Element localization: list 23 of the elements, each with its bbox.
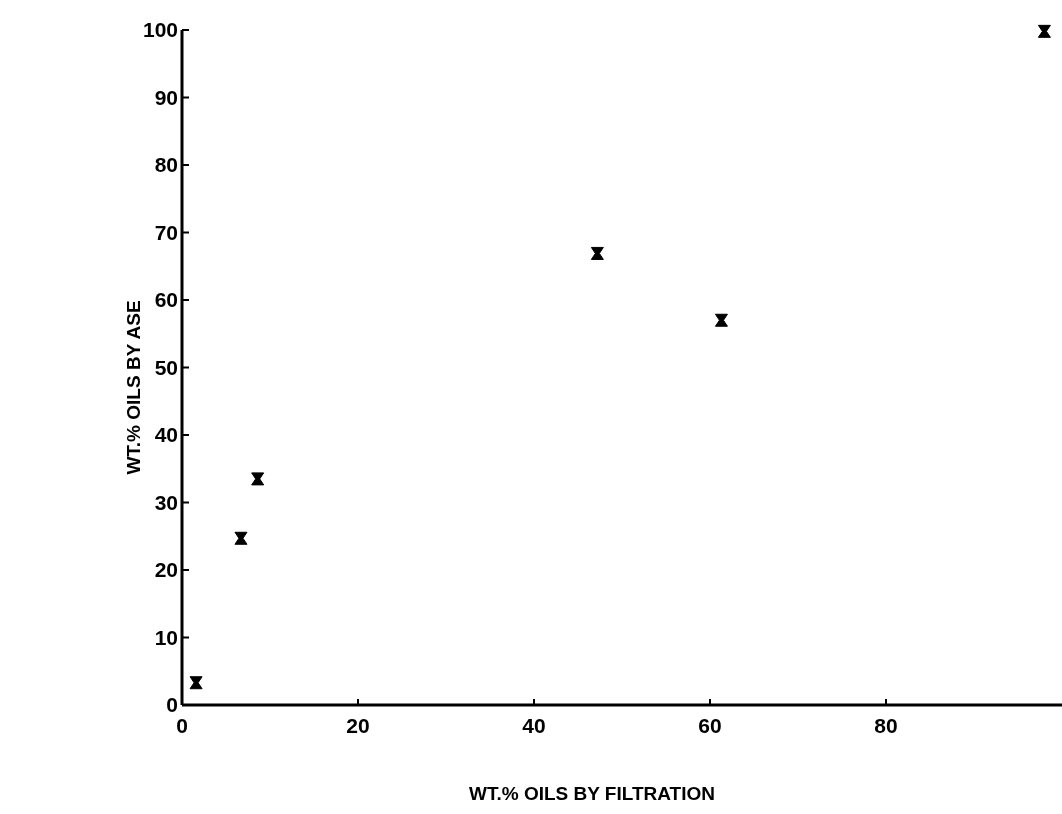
y-tick-label: 40 (154, 423, 178, 447)
y-tick-label: 80 (154, 153, 178, 177)
x-tick-label: 40 (522, 714, 546, 737)
point (714, 313, 728, 327)
point (234, 531, 248, 545)
point (251, 472, 265, 486)
y-tick-label: 0 (166, 693, 178, 717)
y-axis-title: WT.% OILS BY ASE (123, 300, 144, 475)
y-tick-label: 50 (154, 355, 178, 379)
x-axis-title: WT.% OILS BY FILTRATION (469, 783, 715, 804)
x-tick-label: 20 (346, 714, 370, 737)
point (590, 246, 604, 260)
y-tick-label: 60 (154, 288, 178, 312)
y-tick-label: 90 (154, 85, 178, 109)
y-tick-label: 70 (154, 220, 178, 244)
point (1037, 24, 1051, 38)
y-tick-label: 100 (142, 18, 178, 42)
x-tick-label: 60 (698, 714, 722, 737)
x-tick-label: 80 (874, 714, 898, 737)
y-tick-label: 10 (154, 625, 178, 649)
y-tick-label: 20 (154, 558, 178, 582)
y-tick-label: 30 (154, 490, 178, 514)
point (189, 676, 203, 690)
